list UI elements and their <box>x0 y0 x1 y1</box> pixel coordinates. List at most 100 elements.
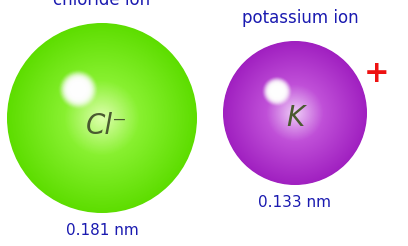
Circle shape <box>226 45 364 181</box>
Circle shape <box>15 31 189 205</box>
Circle shape <box>245 62 346 163</box>
Circle shape <box>30 46 174 190</box>
Circle shape <box>267 81 287 101</box>
Circle shape <box>42 58 162 178</box>
Circle shape <box>88 104 116 132</box>
Text: K: K <box>286 104 304 132</box>
Circle shape <box>239 57 351 169</box>
Circle shape <box>12 28 192 208</box>
Circle shape <box>10 26 194 210</box>
Circle shape <box>251 69 339 157</box>
Circle shape <box>273 91 317 135</box>
Circle shape <box>262 80 328 146</box>
Circle shape <box>95 112 109 124</box>
Circle shape <box>55 71 149 165</box>
Circle shape <box>99 115 105 121</box>
Circle shape <box>286 104 304 122</box>
Circle shape <box>248 66 342 160</box>
Circle shape <box>269 87 321 139</box>
Circle shape <box>31 47 173 189</box>
Circle shape <box>71 82 86 97</box>
Circle shape <box>246 64 344 162</box>
Circle shape <box>93 109 111 127</box>
Circle shape <box>78 94 126 142</box>
Circle shape <box>82 98 122 138</box>
Circle shape <box>235 53 355 173</box>
Circle shape <box>277 95 313 131</box>
Circle shape <box>291 109 299 117</box>
Circle shape <box>27 43 177 193</box>
Circle shape <box>62 78 142 158</box>
Circle shape <box>26 42 178 194</box>
Circle shape <box>263 81 327 145</box>
Circle shape <box>78 93 126 142</box>
Circle shape <box>240 58 350 168</box>
Circle shape <box>268 82 286 100</box>
Circle shape <box>290 108 300 118</box>
Circle shape <box>253 70 337 156</box>
Circle shape <box>265 79 289 104</box>
Circle shape <box>81 97 123 139</box>
Circle shape <box>237 55 353 171</box>
Circle shape <box>242 60 348 166</box>
Circle shape <box>251 69 339 157</box>
Circle shape <box>72 83 84 96</box>
Circle shape <box>284 102 306 124</box>
Circle shape <box>287 105 303 121</box>
Circle shape <box>275 89 279 93</box>
Circle shape <box>9 25 195 211</box>
Circle shape <box>92 108 112 128</box>
Circle shape <box>74 90 130 146</box>
Circle shape <box>67 78 89 101</box>
Circle shape <box>64 80 140 156</box>
Circle shape <box>229 47 361 179</box>
Circle shape <box>258 76 332 150</box>
Circle shape <box>69 80 87 99</box>
Circle shape <box>45 61 159 175</box>
Circle shape <box>272 86 282 97</box>
Circle shape <box>268 82 286 101</box>
Circle shape <box>58 74 146 162</box>
Circle shape <box>270 84 284 99</box>
Circle shape <box>275 92 315 133</box>
Circle shape <box>284 102 306 124</box>
Circle shape <box>79 95 125 141</box>
Circle shape <box>24 40 180 196</box>
Circle shape <box>227 45 363 181</box>
Circle shape <box>235 54 355 172</box>
Circle shape <box>54 70 150 166</box>
Circle shape <box>272 90 318 136</box>
Circle shape <box>84 101 120 135</box>
Circle shape <box>265 80 288 103</box>
Circle shape <box>84 100 120 136</box>
Circle shape <box>231 49 359 177</box>
Circle shape <box>91 107 113 129</box>
Circle shape <box>73 85 83 94</box>
Circle shape <box>274 92 316 134</box>
Circle shape <box>224 42 366 184</box>
Circle shape <box>22 38 182 198</box>
Circle shape <box>67 82 137 154</box>
Circle shape <box>53 69 151 167</box>
Circle shape <box>71 83 85 96</box>
Circle shape <box>97 113 107 123</box>
Circle shape <box>249 67 341 159</box>
Circle shape <box>13 29 191 207</box>
Circle shape <box>264 79 290 104</box>
Circle shape <box>266 81 288 102</box>
Circle shape <box>271 86 283 97</box>
Circle shape <box>69 86 135 151</box>
Circle shape <box>18 34 186 202</box>
Circle shape <box>43 60 161 177</box>
Circle shape <box>47 63 157 173</box>
Circle shape <box>66 77 91 102</box>
Circle shape <box>76 87 80 92</box>
Circle shape <box>288 106 302 120</box>
Circle shape <box>90 106 114 130</box>
Circle shape <box>267 85 323 141</box>
Circle shape <box>224 42 366 184</box>
Circle shape <box>257 75 333 151</box>
Circle shape <box>69 85 135 151</box>
Circle shape <box>231 49 359 177</box>
Circle shape <box>61 77 143 159</box>
